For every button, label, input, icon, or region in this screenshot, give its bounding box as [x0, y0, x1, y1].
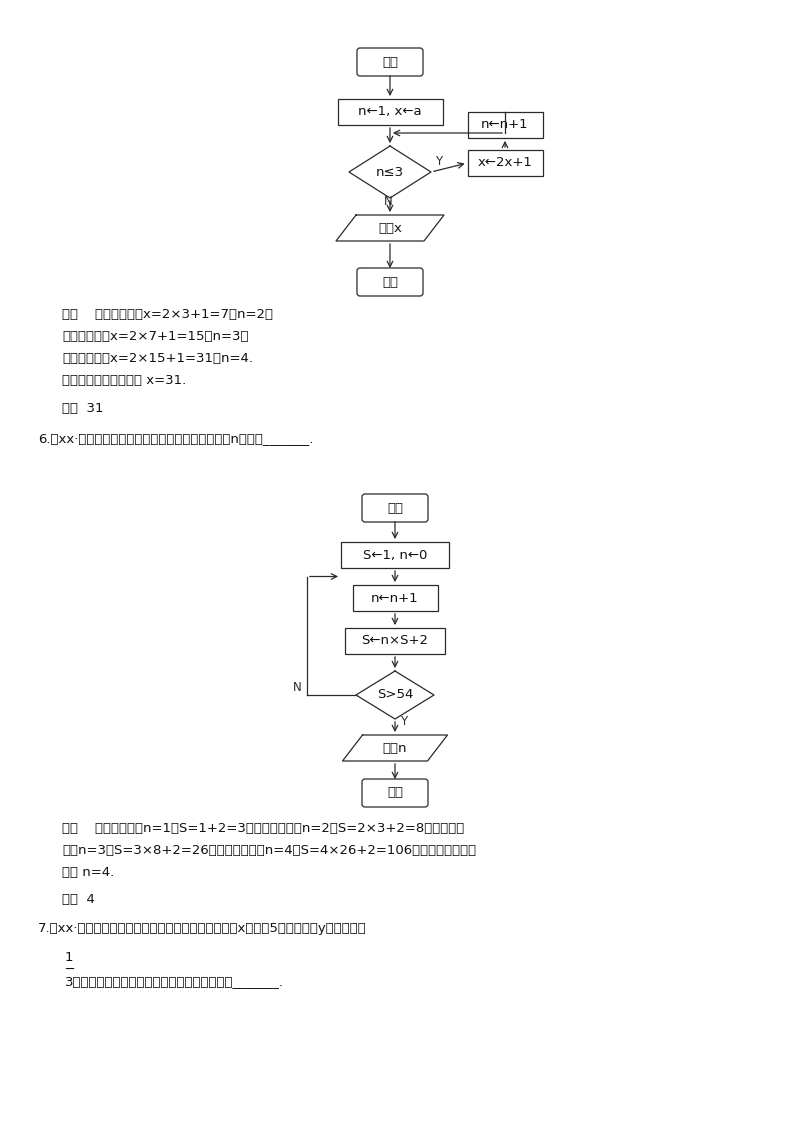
Text: 输出n: 输出n	[382, 741, 407, 755]
Text: 输出x: 输出x	[378, 222, 402, 234]
Text: S>54: S>54	[377, 688, 413, 702]
Polygon shape	[336, 215, 444, 241]
Text: 第三次循环：x=2×15+1=31，n=4.: 第三次循环：x=2×15+1=31，n=4.	[62, 352, 253, 365]
FancyBboxPatch shape	[357, 48, 423, 76]
Text: 开始: 开始	[382, 55, 398, 69]
Text: Y: Y	[400, 715, 407, 728]
Text: 答案  4: 答案 4	[62, 893, 95, 906]
FancyBboxPatch shape	[357, 268, 423, 295]
Bar	[467, 112, 542, 138]
Text: S←1, n←0: S←1, n←0	[363, 549, 427, 561]
Text: N: N	[293, 681, 302, 694]
Bar	[338, 98, 442, 125]
Text: 第二次循环：x=2×7+1=15，n=3；: 第二次循环：x=2×7+1=15，n=3；	[62, 331, 249, 343]
Text: n≤3: n≤3	[376, 165, 404, 179]
Polygon shape	[349, 146, 431, 198]
Text: 结束: 结束	[387, 787, 403, 799]
FancyBboxPatch shape	[362, 779, 428, 807]
Text: 7.（xx·绍兴模拟）已知某流程图如图所示，当输入的x的值为5时，输出的y的值恰好是: 7.（xx·绍兴模拟）已知某流程图如图所示，当输入的x的值为5时，输出的y的值恰…	[38, 921, 366, 935]
Text: 1: 1	[65, 951, 74, 964]
Text: 环，n=3，S=3×8+2=26；第四次循环，n=4，S=4×26+2=106，此时满足条件，: 环，n=3，S=3×8+2=26；第四次循环，n=4，S=4×26+2=106，…	[62, 844, 476, 857]
Text: n←n+1: n←n+1	[481, 119, 529, 131]
Polygon shape	[356, 671, 434, 719]
Text: Y: Y	[435, 155, 442, 168]
Text: 此时不满足条件，输出 x=31.: 此时不满足条件，输出 x=31.	[62, 374, 186, 387]
Bar	[467, 151, 542, 175]
Polygon shape	[342, 735, 447, 761]
FancyBboxPatch shape	[362, 494, 428, 522]
Text: x←2x+1: x←2x+1	[478, 156, 533, 170]
Text: 输出 n=4.: 输出 n=4.	[62, 866, 114, 880]
Text: n←n+1: n←n+1	[371, 592, 419, 604]
Text: 结束: 结束	[382, 275, 398, 289]
Bar	[353, 585, 438, 611]
Text: 3，则在空白的赋值框处应填入的关系式可以是_______.: 3，则在空白的赋值框处应填入的关系式可以是_______.	[65, 975, 284, 988]
Text: 答案  31: 答案 31	[62, 402, 103, 415]
Text: 解析    第一次循环：x=2×3+1=7，n=2；: 解析 第一次循环：x=2×3+1=7，n=2；	[62, 308, 273, 321]
Text: n←1, x←a: n←1, x←a	[358, 105, 422, 119]
Text: 开始: 开始	[387, 501, 403, 515]
Text: N: N	[384, 195, 393, 208]
Text: 解析    第一次循环，n=1，S=1+2=3；第二次循环，n=2，S=2×3+2=8；第三次循: 解析 第一次循环，n=1，S=1+2=3；第二次循环，n=2，S=2×3+2=8…	[62, 822, 464, 835]
Text: 6.（xx·徐州一模）执行如图所示的流程图，则输出n的值为_______.: 6.（xx·徐州一模）执行如图所示的流程图，则输出n的值为_______.	[38, 432, 314, 445]
Text: ─: ─	[65, 963, 73, 976]
Bar	[341, 542, 449, 568]
Text: S←n×S+2: S←n×S+2	[362, 635, 429, 648]
Bar	[345, 628, 445, 654]
